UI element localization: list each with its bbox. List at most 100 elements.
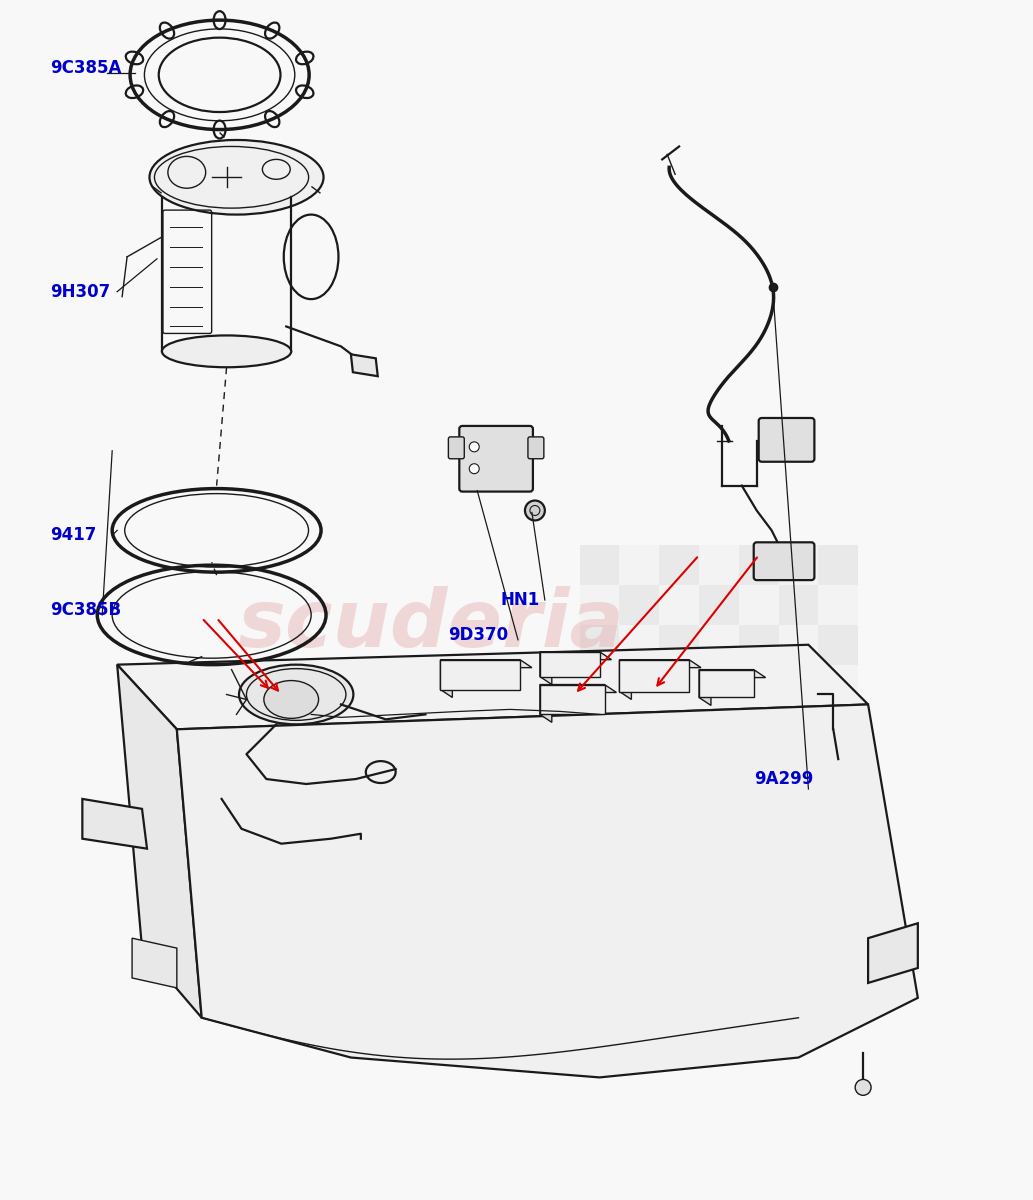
Circle shape	[855, 1080, 871, 1096]
Polygon shape	[83, 799, 147, 848]
Bar	[699, 823, 739, 864]
Bar	[739, 545, 779, 586]
FancyBboxPatch shape	[460, 426, 533, 492]
Bar	[620, 784, 659, 823]
Bar	[699, 625, 739, 665]
Bar	[779, 665, 818, 704]
Polygon shape	[440, 660, 520, 690]
Bar	[699, 704, 739, 744]
Polygon shape	[699, 670, 765, 678]
Bar	[659, 586, 699, 625]
Polygon shape	[440, 660, 452, 697]
Polygon shape	[117, 644, 868, 730]
Polygon shape	[540, 652, 612, 660]
Bar	[620, 744, 659, 784]
Bar	[779, 744, 818, 784]
Bar	[818, 744, 858, 784]
Bar	[818, 784, 858, 823]
Bar	[659, 823, 699, 864]
Polygon shape	[540, 652, 599, 677]
Text: 9C385A: 9C385A	[51, 59, 122, 77]
Bar	[580, 586, 620, 625]
Bar	[620, 823, 659, 864]
Polygon shape	[620, 660, 631, 700]
Text: 9417: 9417	[51, 527, 97, 545]
Bar	[659, 704, 699, 744]
Bar	[580, 823, 620, 864]
Ellipse shape	[162, 336, 291, 367]
Bar	[580, 704, 620, 744]
Circle shape	[469, 463, 479, 474]
Ellipse shape	[263, 680, 318, 719]
FancyBboxPatch shape	[528, 437, 543, 458]
Bar	[779, 625, 818, 665]
Bar	[620, 704, 659, 744]
Ellipse shape	[150, 140, 323, 215]
Text: HN1: HN1	[500, 590, 539, 608]
Polygon shape	[540, 684, 604, 714]
Bar	[699, 744, 739, 784]
Bar	[739, 665, 779, 704]
Bar	[818, 586, 858, 625]
Bar	[699, 665, 739, 704]
Bar	[739, 586, 779, 625]
Bar	[699, 784, 739, 823]
Ellipse shape	[239, 665, 353, 725]
Bar	[580, 784, 620, 823]
Bar	[659, 625, 699, 665]
Bar	[659, 744, 699, 784]
Bar	[659, 665, 699, 704]
Bar	[779, 545, 818, 586]
Text: scuderia: scuderia	[237, 586, 624, 664]
Bar	[659, 784, 699, 823]
Polygon shape	[699, 670, 711, 706]
Text: 9D370: 9D370	[448, 626, 508, 644]
Bar	[580, 545, 620, 586]
Polygon shape	[540, 684, 617, 692]
Bar	[818, 823, 858, 864]
Polygon shape	[620, 660, 701, 667]
Bar	[739, 625, 779, 665]
FancyBboxPatch shape	[754, 542, 814, 580]
Bar	[739, 823, 779, 864]
Bar	[779, 704, 818, 744]
Bar	[779, 823, 818, 864]
Bar	[659, 545, 699, 586]
Polygon shape	[540, 652, 552, 684]
Polygon shape	[351, 354, 378, 377]
Text: 9C385B: 9C385B	[51, 601, 122, 619]
FancyBboxPatch shape	[758, 418, 814, 462]
FancyBboxPatch shape	[448, 437, 464, 458]
Polygon shape	[699, 670, 754, 697]
Bar	[620, 586, 659, 625]
Text: c a r p a r t s: c a r p a r t s	[315, 678, 545, 712]
Bar	[779, 586, 818, 625]
Polygon shape	[440, 660, 532, 667]
Bar	[620, 625, 659, 665]
Bar	[620, 545, 659, 586]
Text: 9A299: 9A299	[754, 770, 813, 788]
Bar	[818, 665, 858, 704]
Polygon shape	[540, 684, 552, 722]
Polygon shape	[868, 923, 918, 983]
Circle shape	[469, 442, 479, 452]
Bar	[580, 665, 620, 704]
Bar	[739, 744, 779, 784]
Bar	[779, 784, 818, 823]
Polygon shape	[132, 938, 177, 988]
Bar	[699, 545, 739, 586]
Bar	[699, 586, 739, 625]
Bar	[818, 545, 858, 586]
Polygon shape	[620, 660, 689, 691]
Bar	[818, 625, 858, 665]
Polygon shape	[117, 665, 201, 1018]
Bar	[818, 704, 858, 744]
Circle shape	[525, 500, 544, 521]
Bar	[739, 704, 779, 744]
Polygon shape	[177, 704, 918, 1078]
Text: 9H307: 9H307	[51, 283, 111, 301]
Bar	[739, 784, 779, 823]
Bar	[580, 744, 620, 784]
Bar	[620, 665, 659, 704]
Bar	[580, 625, 620, 665]
